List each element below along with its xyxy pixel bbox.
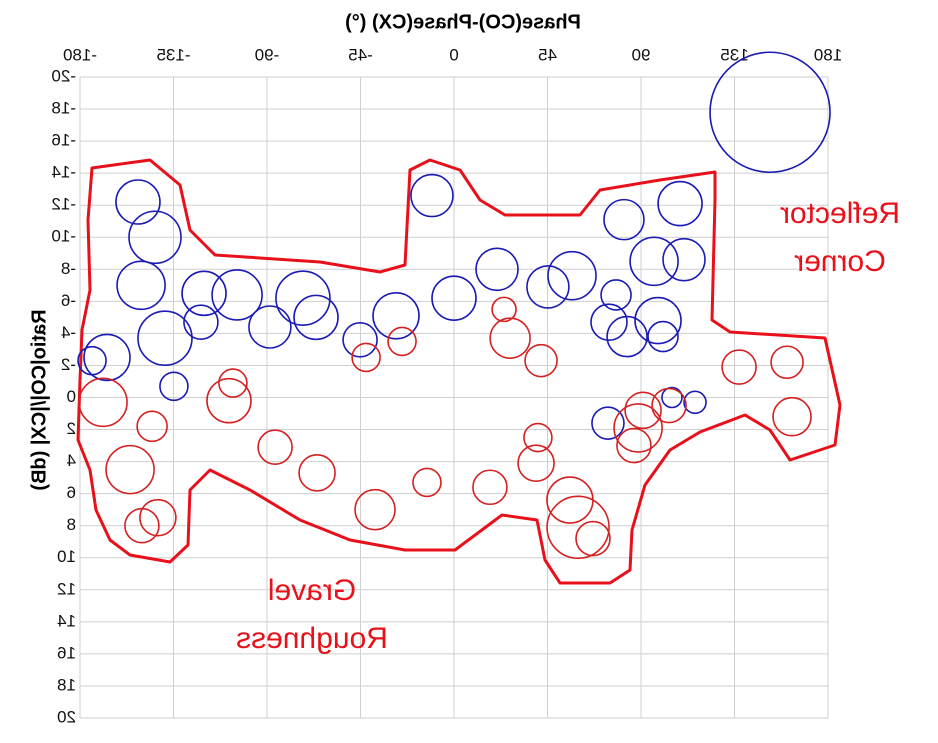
bubble [78, 377, 128, 428]
y-tick-label: -16 [51, 131, 76, 150]
x-tick-label: 180 [814, 45, 842, 64]
annotation: Corner [794, 245, 886, 278]
y-tick-label: 14 [57, 611, 76, 630]
bubble [116, 260, 166, 311]
bubble [137, 310, 193, 367]
region-outline [76, 158, 842, 585]
y-tick-label: -20 [51, 66, 76, 85]
bubble [772, 396, 812, 437]
y-tick-label: 20 [57, 707, 76, 726]
bubble [115, 179, 161, 225]
x-tick-label: 90 [632, 45, 651, 64]
bubble [211, 269, 263, 321]
bubble [613, 403, 663, 453]
bubble [721, 349, 757, 385]
bubble [634, 296, 682, 345]
bubble [431, 275, 477, 321]
bubble [342, 322, 378, 358]
bubble [83, 333, 131, 382]
bubble [472, 469, 508, 506]
y-axis-label: Ratio|CO|/|CX| (dB) [28, 309, 50, 490]
x-tick-label: 135 [720, 45, 748, 64]
bubble [603, 198, 645, 241]
bubble [351, 342, 381, 373]
y-tick-label: 4 [67, 451, 76, 470]
bubble [387, 326, 417, 357]
bubble [293, 294, 339, 341]
bubble [372, 291, 420, 340]
y-tick-label: 2 [67, 419, 76, 438]
bubble [647, 320, 679, 353]
bubble [591, 406, 625, 440]
y-tick-label: -14 [51, 163, 76, 182]
y-tick-label: -6 [61, 291, 76, 310]
bubble [770, 345, 804, 380]
bubble [662, 237, 706, 282]
y-tick-label: 16 [57, 643, 76, 662]
bubble [183, 304, 219, 340]
y-tick-label: 10 [57, 547, 76, 566]
bubble [489, 317, 531, 360]
bubble [206, 377, 252, 424]
bubble [524, 343, 558, 378]
bubble [709, 51, 831, 174]
bubble [248, 305, 292, 349]
x-tick-label: -45 [348, 45, 373, 64]
bubble [546, 476, 594, 524]
y-tick-label: 6 [67, 483, 76, 502]
bubble [410, 173, 454, 218]
bubble [575, 520, 611, 557]
x-tick-label: -90 [255, 45, 280, 64]
bubble [105, 444, 155, 495]
annotation: Gravel [268, 574, 356, 607]
bubble [181, 270, 227, 317]
bubble [128, 210, 182, 265]
x-tick-label: 45 [538, 45, 557, 64]
y-tick-label: -4 [61, 323, 76, 342]
bubble [651, 387, 687, 424]
bubble [275, 270, 331, 326]
bubble [298, 454, 336, 492]
bubble [491, 296, 517, 323]
bubble [606, 315, 648, 358]
bubble [546, 495, 610, 560]
annotation: Roughness [236, 622, 388, 655]
bubble [159, 371, 189, 402]
bubble [590, 303, 628, 341]
bubble [139, 498, 177, 537]
bubble [77, 345, 107, 376]
bubble [526, 265, 570, 309]
bubble [354, 488, 396, 531]
x-tick-label: 0 [449, 45, 458, 64]
bubble [661, 386, 683, 409]
y-tick-label: -2 [61, 355, 76, 374]
annotation: Reflector [780, 197, 900, 230]
y-tick-label: -10 [51, 227, 76, 246]
bubble [517, 444, 555, 483]
bubble [475, 247, 519, 292]
y-tick-label: -8 [61, 259, 76, 278]
bubble [600, 279, 632, 311]
bubble [257, 429, 293, 465]
bubble [616, 427, 652, 464]
y-tick-label: -18 [51, 99, 76, 118]
bubble [683, 390, 707, 415]
bubble [657, 180, 703, 227]
x-tick-label: -135 [156, 45, 190, 64]
x-tick-label: -180 [63, 45, 97, 64]
bubble [412, 467, 442, 498]
y-tick-label: -12 [51, 195, 76, 214]
bubble [136, 410, 168, 443]
y-tick-label: 8 [67, 515, 76, 534]
bubble [629, 236, 679, 287]
bubble [523, 422, 553, 453]
bubble [547, 250, 597, 301]
bubble [624, 391, 662, 430]
y-tick-label: 0 [67, 387, 76, 406]
y-tick-label: 18 [57, 675, 76, 694]
chart-title: Phase(CO)-Phase(CX) (°) [345, 11, 581, 33]
y-tick-label: 12 [57, 579, 76, 598]
bubble [218, 368, 248, 398]
